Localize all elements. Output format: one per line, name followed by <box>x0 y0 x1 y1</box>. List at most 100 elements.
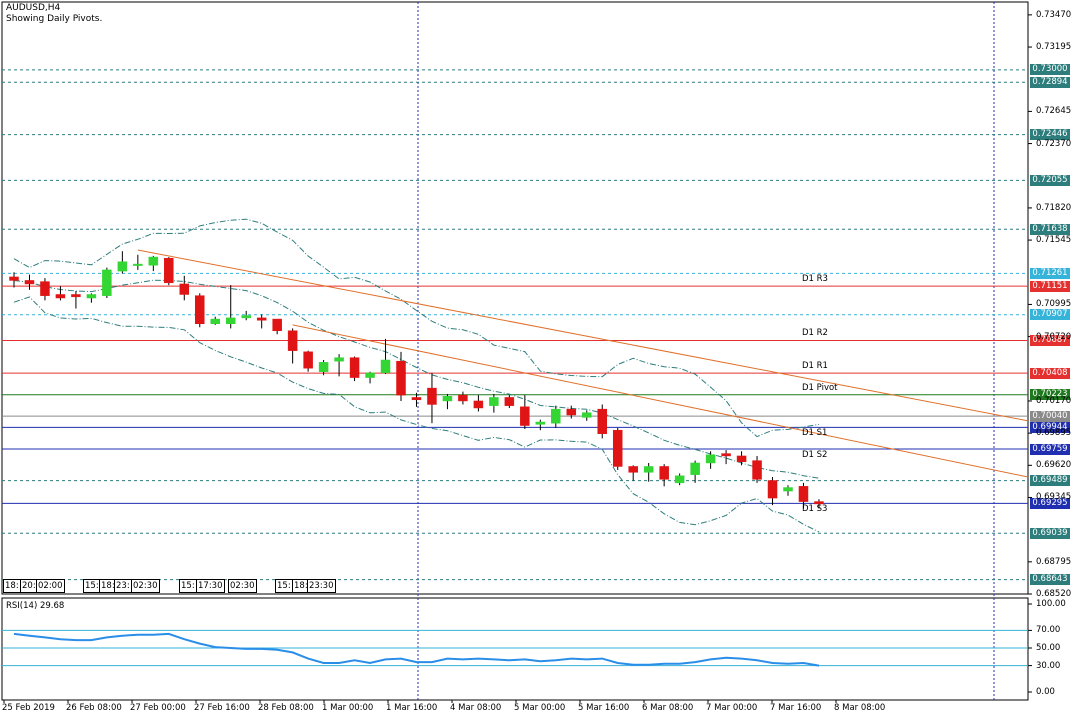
candle-body <box>102 269 112 296</box>
session-time-box: 02:00 <box>36 579 65 593</box>
price-tick-label: 0.69620 <box>1036 460 1072 471</box>
candle-body <box>164 257 174 284</box>
candle-body <box>210 318 220 324</box>
candle-body <box>195 295 205 324</box>
pivot-label: D1 R2 <box>802 328 828 339</box>
session-time-box: 17:30 <box>196 579 225 593</box>
candle-body <box>736 455 747 463</box>
pivot-subtitle: Showing Daily Pivots. <box>6 14 103 24</box>
time-tick-label: 25 Feb 2019 <box>2 703 55 713</box>
candle-body <box>86 294 97 299</box>
candle-body <box>179 283 190 295</box>
time-tick-label: 5 Mar 00:00 <box>514 703 566 713</box>
candle-body <box>535 421 546 425</box>
candle-body <box>9 276 19 281</box>
pivot-label: D1 S1 <box>802 428 828 439</box>
rsi-tick-label: 30.00 <box>1036 660 1061 671</box>
candle-body <box>241 315 251 319</box>
candle-body <box>349 357 360 378</box>
price-tick-label: 0.68520 <box>1036 589 1072 599</box>
candle-body <box>303 351 313 369</box>
envelope-lower <box>13 296 820 533</box>
candle-body <box>566 408 577 416</box>
candle-body <box>504 397 515 406</box>
price-badge: 0.69489 <box>1030 475 1070 487</box>
candle-body <box>133 263 143 266</box>
candle-body <box>721 453 731 457</box>
price-badge: 0.70223 <box>1030 389 1070 401</box>
price-tick-label: 0.69895 <box>1036 428 1072 439</box>
rsi-pane-frame <box>1 597 1029 701</box>
price-badge: 0.72446 <box>1030 129 1070 141</box>
candle-body <box>705 454 716 464</box>
candle-body <box>117 261 128 272</box>
time-tick-label: 6 Mar 08:00 <box>642 703 694 713</box>
candle-body <box>473 400 484 409</box>
candle-body <box>40 281 50 296</box>
time-tick-label: 26 Feb 08:00 <box>66 703 122 713</box>
pivot-label: D1 Pivot <box>802 382 838 393</box>
price-badge: 0.70687 <box>1030 334 1070 346</box>
candle-body <box>396 360 406 396</box>
pivot-label: D1 S2 <box>802 450 828 461</box>
rsi-tick-label: 70.00 <box>1036 625 1061 636</box>
price-tick-label: 0.68795 <box>1036 556 1072 567</box>
candle-body <box>71 294 81 298</box>
candle-body <box>674 475 685 484</box>
candle-body <box>690 462 700 475</box>
candle-body <box>256 317 267 321</box>
candle-body <box>318 362 329 372</box>
envelope-middle <box>13 279 820 479</box>
candle-body <box>597 408 607 434</box>
price-badge: 0.72055 <box>1030 174 1070 186</box>
price-badge: 0.70040 <box>1030 410 1070 422</box>
candle-body <box>628 466 638 473</box>
price-tick-label: 0.72645 <box>1036 106 1072 117</box>
time-tick-label: 1 Mar 16:00 <box>386 703 438 713</box>
session-time-box: 02:30 <box>131 579 160 593</box>
candle-body <box>411 397 422 401</box>
candle-body <box>752 460 762 480</box>
candle-body <box>427 387 437 405</box>
price-tick-label: 0.69345 <box>1036 492 1072 503</box>
price-tick-label: 0.73470 <box>1036 9 1072 20</box>
symbol-label: AUDUSD,H4 <box>6 3 61 13</box>
candle-body <box>365 372 375 378</box>
time-tick-label: 27 Feb 16:00 <box>194 703 250 713</box>
price-tick-label: 0.71820 <box>1036 202 1072 213</box>
candle-body <box>287 330 298 351</box>
price-tick-label: 0.70720 <box>1036 331 1072 342</box>
price-badge: 0.68643 <box>1030 574 1070 586</box>
price-badge: 0.69295 <box>1030 497 1070 509</box>
pivot-label: D1 S3 <box>802 504 828 515</box>
candle-body <box>551 408 561 424</box>
price-badge: 0.70408 <box>1030 367 1070 379</box>
time-tick-label: 27 Feb 00:00 <box>130 703 186 713</box>
price-tick-label: 0.71545 <box>1036 235 1072 246</box>
time-tick-label: 7 Mar 00:00 <box>706 703 758 713</box>
price-tick-label: 0.70995 <box>1036 299 1072 310</box>
price-tick-label: 0.70170 <box>1036 395 1072 406</box>
price-tick-label: 0.72370 <box>1036 138 1072 149</box>
time-tick-label: 1 Mar 00:00 <box>322 703 374 713</box>
price-badge: 0.71261 <box>1030 267 1070 279</box>
candle-body <box>24 280 35 285</box>
price-badge: 0.69759 <box>1030 443 1070 455</box>
candle-body <box>814 501 824 505</box>
session-time-box: 15: <box>275 579 293 593</box>
envelope-upper <box>13 218 820 438</box>
channel-lower-line <box>292 324 1029 478</box>
session-time-box: 18: <box>3 579 21 593</box>
candle-body <box>380 359 391 374</box>
candle-body <box>612 429 623 467</box>
candle-body <box>798 486 809 502</box>
chart-title: AUDUSD,H4 Showing Daily Pivots. <box>6 3 102 25</box>
candle-body <box>442 396 453 402</box>
candle-body <box>272 318 282 332</box>
session-time-box: 23:30 <box>307 579 336 593</box>
price-badge: 0.70907 <box>1030 309 1070 321</box>
price-badge: 0.73000 <box>1030 64 1070 76</box>
candle-body <box>458 394 468 402</box>
candle-body <box>659 466 669 480</box>
